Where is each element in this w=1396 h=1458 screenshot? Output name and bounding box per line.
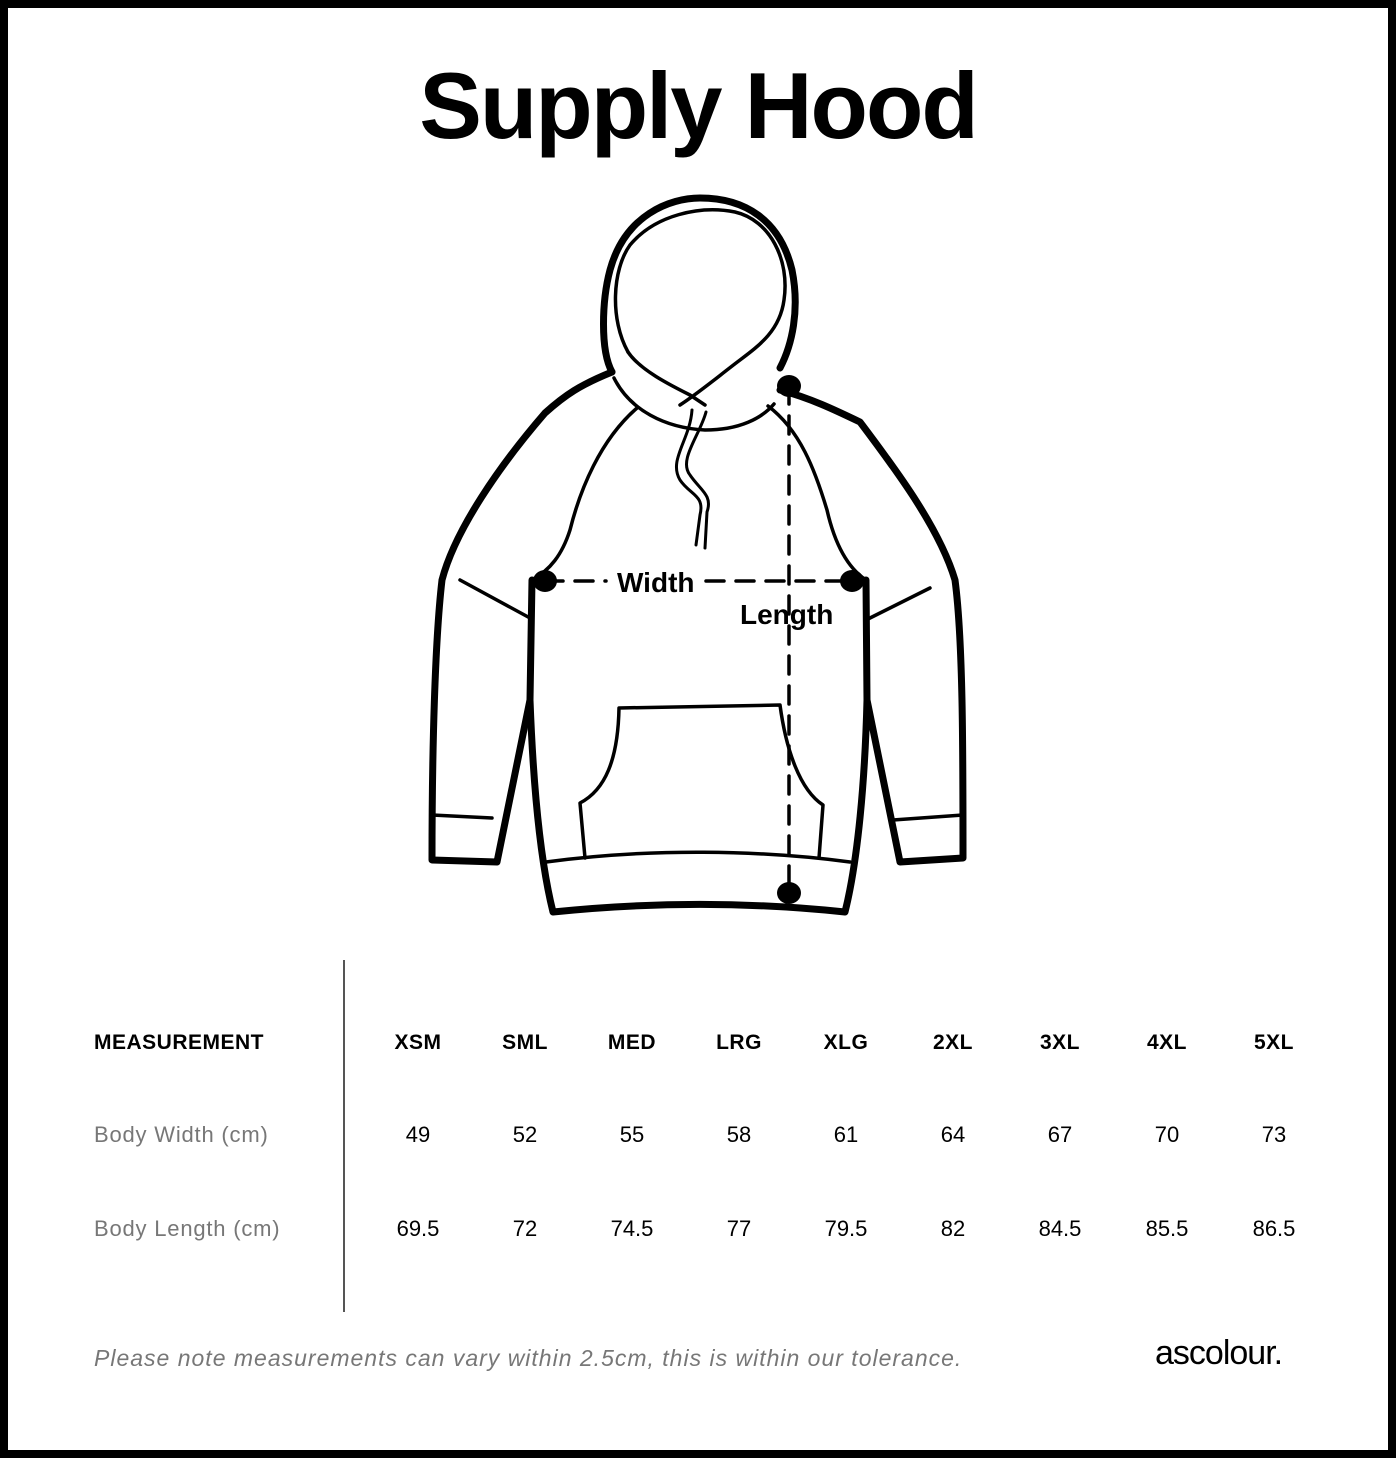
- raglan-seam: [530, 406, 639, 582]
- cuff: [430, 813, 494, 820]
- hoodie-diagram: Width Length: [428, 194, 967, 916]
- size-header: XLG: [823, 1031, 869, 1054]
- table-cell: 86.5: [1252, 1216, 1296, 1241]
- length-point-bottom: [777, 882, 801, 904]
- table-cell: 72: [512, 1216, 538, 1241]
- size-header: 2XL: [932, 1031, 973, 1054]
- arm-crease: [458, 578, 532, 620]
- body-outline: [428, 368, 616, 866]
- table-cell: 64: [940, 1122, 966, 1147]
- body-side: [526, 576, 871, 916]
- table-cell: 58: [726, 1122, 752, 1147]
- width-point-left: [533, 570, 557, 592]
- brand-logo: ascolour.: [1155, 1334, 1283, 1372]
- cuff: [891, 813, 965, 822]
- collar: [612, 376, 776, 432]
- table-cell: 74.5: [610, 1216, 654, 1241]
- length-label: Length: [740, 599, 833, 630]
- table-cell: 79.5: [824, 1216, 868, 1241]
- row-label-body-width: Body Width (cm): [94, 1122, 269, 1147]
- table-cell: 49: [405, 1122, 431, 1147]
- drawstring: [684, 410, 710, 550]
- width-point-right: [840, 570, 864, 592]
- table-cell: 73: [1261, 1122, 1287, 1147]
- page-title: Supply Hood: [419, 53, 979, 158]
- tolerance-note: Please note measurements can vary within…: [94, 1345, 963, 1371]
- table-cell: 77: [726, 1216, 752, 1241]
- table-cell: 69.5: [396, 1216, 440, 1241]
- size-header: SML: [502, 1031, 548, 1054]
- table-cell: 52: [512, 1122, 538, 1147]
- table-cell: 55: [619, 1122, 645, 1147]
- table-cell: 85.5: [1145, 1216, 1189, 1241]
- hood-outer: [600, 194, 799, 376]
- hood-inner: [613, 208, 787, 407]
- length-point-top: [777, 375, 801, 397]
- drawstring: [674, 408, 703, 547]
- table-cell: 84.5: [1038, 1216, 1082, 1241]
- size-header: LRG: [716, 1031, 762, 1054]
- row-label-body-length: Body Length (cm): [94, 1216, 281, 1241]
- raglan-seam: [766, 404, 868, 582]
- table-divider: [343, 960, 345, 1312]
- waistband: [544, 850, 852, 864]
- width-label: Width: [617, 567, 695, 598]
- body-outline: [776, 386, 967, 866]
- measurement-header: MEASUREMENT: [94, 1031, 265, 1054]
- size-header: MED: [607, 1031, 657, 1054]
- hood-inner-left: [626, 350, 707, 407]
- arm-crease: [864, 586, 932, 622]
- table-cell: 82: [940, 1216, 966, 1241]
- table-cell: 67: [1047, 1122, 1073, 1147]
- size-header: XSM: [394, 1031, 442, 1054]
- table-cell: 70: [1154, 1122, 1180, 1147]
- pocket: [578, 703, 825, 860]
- size-header: 5XL: [1253, 1031, 1294, 1054]
- table-cell: 61: [833, 1122, 859, 1147]
- size-header: 4XL: [1146, 1031, 1187, 1054]
- size-header: 3XL: [1039, 1031, 1080, 1054]
